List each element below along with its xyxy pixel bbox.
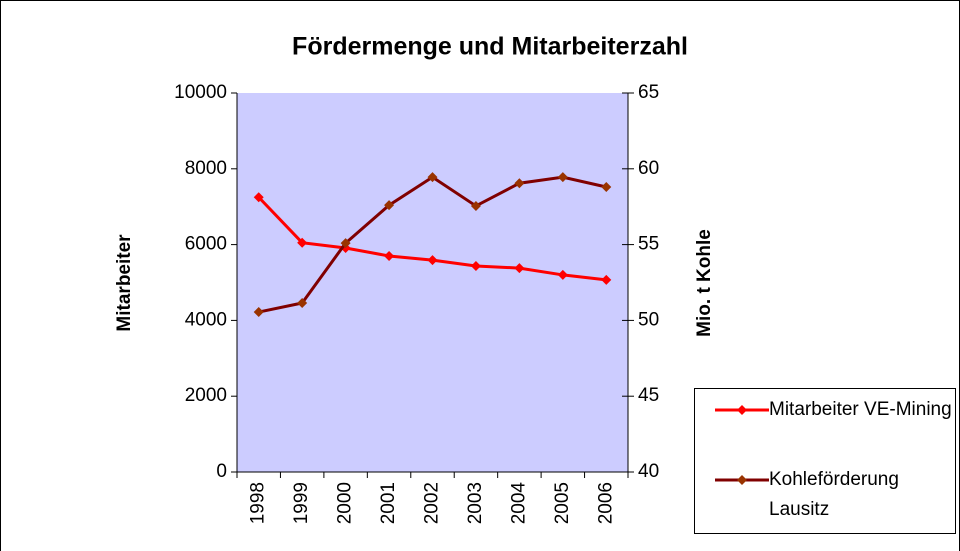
- plot-area: [237, 93, 628, 472]
- legend-marker: [737, 475, 747, 485]
- legend: Mitarbeiter VE-Mining Kohleförderung Laus…: [694, 388, 956, 534]
- y-tick-label: 10000: [174, 82, 227, 103]
- marker: [470, 261, 481, 272]
- marker: [470, 200, 481, 211]
- y2-tick-label: 45: [638, 385, 659, 406]
- y2-tick-label: 40: [638, 461, 659, 482]
- marker: [384, 200, 395, 211]
- x-tick-label: 2006: [595, 482, 616, 524]
- marker: [557, 172, 568, 183]
- marker: [340, 238, 351, 249]
- marker: [514, 178, 525, 189]
- y-tick-label: 2000: [185, 385, 227, 406]
- marker: [297, 297, 308, 308]
- legend-swatch: [715, 475, 769, 485]
- marker: [253, 192, 264, 203]
- legend-label: Mitarbeiter VE-Mining: [769, 399, 952, 420]
- legend-label: Kohleförderung Lausitz: [769, 469, 899, 520]
- y2-tick-label: 55: [638, 234, 659, 255]
- x-tick-label: 2003: [465, 482, 486, 524]
- x-tick-label: 1998: [248, 482, 269, 524]
- x-tick-label: 2001: [378, 482, 399, 524]
- x-tick-label: 2004: [508, 482, 529, 525]
- y-tick-label: 4000: [185, 309, 227, 330]
- marker: [601, 181, 612, 192]
- marker: [601, 274, 612, 285]
- x-tick-label: 2005: [552, 482, 573, 524]
- marker: [427, 255, 438, 266]
- y-tick-label: 6000: [185, 234, 227, 255]
- marker: [384, 250, 395, 261]
- chart-title: Fördermenge und Mitarbeiterzahl: [292, 33, 688, 61]
- legend-item: Kohleförderung Lausitz: [695, 465, 954, 525]
- y2-tick-label: 50: [638, 309, 659, 330]
- legend-marker: [737, 405, 747, 415]
- marker: [514, 263, 525, 274]
- x-tick-label: 1999: [291, 482, 312, 524]
- y-axis-label: Mitarbeiter: [114, 234, 135, 332]
- y2-tick-label: 60: [638, 158, 659, 179]
- marker: [297, 237, 308, 248]
- marker: [427, 172, 438, 183]
- y-tick-label: 8000: [185, 158, 227, 179]
- legend-item: Mitarbeiter VE-Mining: [695, 395, 954, 425]
- y-tick-label: 0: [216, 461, 227, 482]
- y2-tick-label: 65: [638, 82, 659, 103]
- x-tick-label: 2002: [422, 482, 443, 524]
- y2-axis-label: Mio. t Kohle: [694, 229, 715, 337]
- x-tick-label: 2000: [335, 482, 356, 524]
- marker: [253, 307, 264, 318]
- marker: [557, 269, 568, 280]
- legend-swatch: [715, 405, 769, 415]
